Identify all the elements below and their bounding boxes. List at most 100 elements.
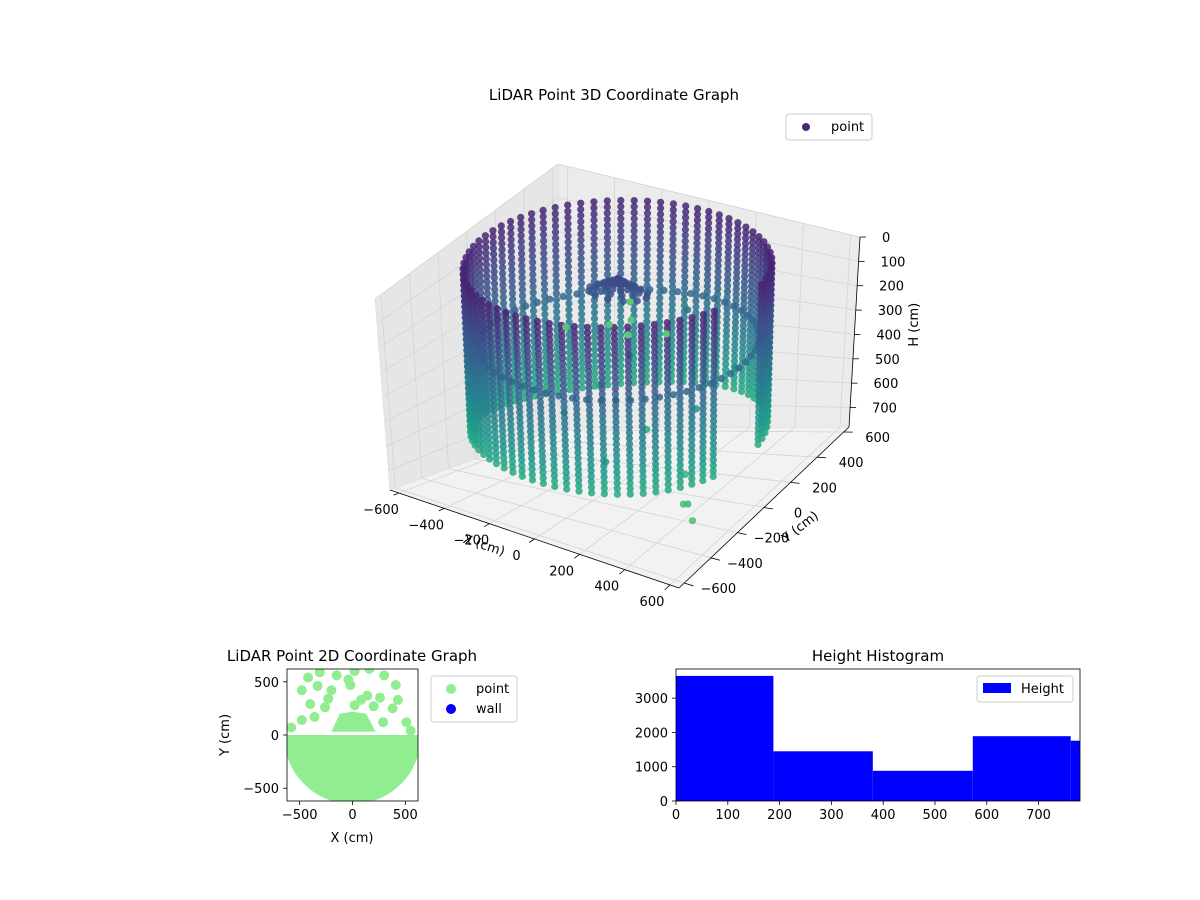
wall-point [733, 274, 741, 282]
wall-point [479, 429, 487, 437]
wall-point [656, 240, 664, 248]
wall-point [650, 320, 658, 329]
wall-point [699, 416, 707, 424]
wall-point [507, 431, 515, 439]
wall-point [613, 479, 621, 487]
wall-point [522, 320, 531, 328]
wall-point [577, 205, 585, 213]
wall-point [584, 340, 592, 348]
wall-point [643, 257, 651, 266]
wall-point [564, 220, 572, 228]
wall-point [709, 472, 717, 480]
wall-point [626, 468, 634, 476]
wall-point [724, 265, 732, 273]
wall-point [506, 399, 514, 407]
wall-point [699, 460, 707, 468]
legend-swatch-height [983, 683, 1011, 693]
wall-point [741, 245, 749, 253]
z-tick-label-3d: 300 [878, 304, 903, 319]
wall-point [566, 379, 574, 388]
wall-point [688, 441, 696, 449]
wall-point [537, 425, 546, 433]
ring-point [710, 295, 718, 303]
wall-point [639, 489, 647, 497]
wall-point [524, 352, 532, 361]
gridline-y-left [408, 273, 423, 479]
wall-point [739, 349, 747, 357]
wall-point [651, 438, 660, 446]
wall-point [676, 339, 684, 347]
wall-point [664, 486, 672, 494]
wall-point [744, 391, 753, 399]
center-cluster-2d [331, 711, 376, 732]
wall-point [590, 265, 598, 273]
wall-point [643, 221, 652, 229]
wall-point [704, 242, 712, 250]
wall-point [699, 338, 707, 346]
wall-point [566, 367, 574, 375]
wall-point [704, 259, 712, 267]
ring-point [749, 316, 757, 324]
wall-point [474, 329, 482, 337]
wall-point [681, 243, 689, 251]
wall-point [536, 382, 544, 390]
wall-point [476, 277, 484, 285]
wall-point [490, 262, 498, 270]
wall-point [572, 372, 580, 380]
wall-point [663, 346, 672, 355]
wall-point [600, 462, 608, 470]
x-tick-label-3d: 0 [512, 549, 520, 564]
z-tick-label-3d: 100 [881, 255, 906, 270]
wall-point [604, 307, 612, 315]
wall-point [527, 438, 535, 446]
wall-point [565, 287, 573, 295]
wall-point [676, 316, 684, 324]
wall-point [643, 336, 651, 344]
wall-point [558, 338, 566, 346]
wall-point [527, 433, 535, 441]
wall-point [754, 440, 762, 448]
wall-point [486, 311, 494, 319]
wall-point [638, 422, 646, 430]
wall-point [611, 379, 619, 387]
y-tick-label-3d: 400 [839, 456, 864, 471]
wall-point [756, 360, 764, 369]
wall-point [747, 282, 756, 290]
wall-point [525, 395, 534, 403]
wall-point [676, 383, 684, 391]
wall-point [597, 329, 605, 337]
ring-point [522, 302, 530, 310]
wall-point [611, 368, 619, 376]
wall-point [539, 458, 547, 466]
wall-point [676, 428, 684, 436]
wall-point [487, 343, 495, 351]
wall-point [561, 425, 569, 433]
wall-point [478, 296, 486, 304]
wall-point [571, 333, 579, 342]
wall-point [480, 344, 488, 352]
wall-point [508, 289, 517, 297]
wall-point [551, 482, 559, 491]
wall-point [484, 418, 492, 426]
wall-point [714, 267, 722, 276]
wall-point [630, 379, 638, 387]
wall-point [475, 248, 483, 256]
wall-point [496, 368, 504, 376]
wall-point [617, 209, 625, 217]
wall-point [559, 365, 567, 373]
wall-point [548, 401, 556, 409]
wall-point [630, 367, 638, 375]
wall-point [572, 383, 580, 391]
wall-point [591, 321, 599, 329]
wall-point [564, 263, 573, 271]
wall-point [578, 328, 586, 337]
wall-point [477, 387, 485, 395]
wall-point [529, 307, 538, 315]
wall-point [493, 305, 501, 313]
wall-point [676, 422, 684, 430]
wall-point [656, 228, 665, 236]
wall-point [517, 429, 525, 438]
point-2d [375, 692, 385, 703]
wall-point [755, 387, 763, 395]
wall-point [643, 269, 651, 278]
